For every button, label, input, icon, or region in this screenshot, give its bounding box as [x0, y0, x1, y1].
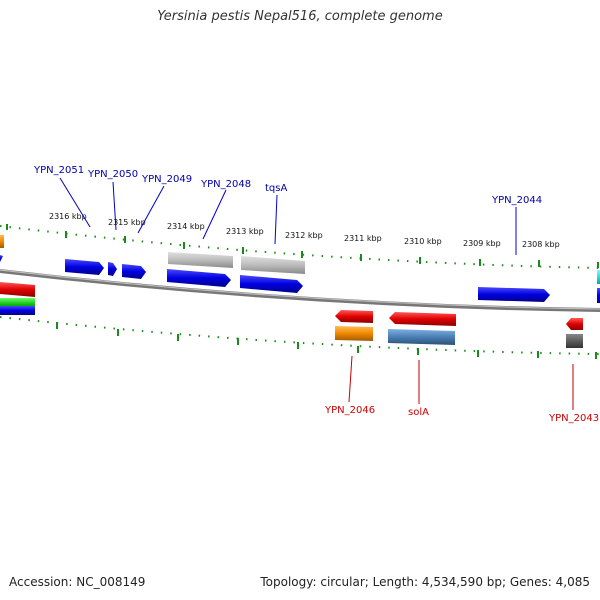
inner-ruler — [0, 316, 600, 359]
gene-arrow[interactable] — [478, 287, 550, 302]
gene-block[interactable] — [0, 235, 4, 248]
gene-arrow[interactable] — [240, 275, 303, 293]
gene-label[interactable]: YPN_2048 — [200, 179, 251, 190]
ruler-label: 2314 kbp — [167, 222, 205, 231]
gene-block[interactable] — [335, 326, 373, 341]
gene-block[interactable] — [388, 329, 455, 345]
gene-arrow[interactable] — [241, 256, 305, 274]
gene-arrow[interactable] — [389, 312, 456, 326]
gene-block[interactable] — [597, 288, 600, 303]
gene-arrow[interactable] — [0, 282, 35, 297]
genome-backbone-highlight — [0, 269, 600, 310]
ruler-label: 2309 kbp — [463, 239, 501, 248]
gene-arrow[interactable] — [566, 318, 583, 330]
ruler-label: 2312 kbp — [285, 231, 323, 240]
gene-block[interactable] — [597, 270, 600, 284]
gene-block[interactable] — [0, 306, 35, 315]
gene-label[interactable]: YPN_2046 — [324, 405, 375, 416]
gene-arrow[interactable] — [0, 255, 3, 262]
gene-block[interactable] — [0, 298, 35, 306]
ruler-label: 2313 kbp — [226, 227, 264, 236]
genome-title: Yersinia pestis Nepal516, complete genom… — [157, 9, 443, 24]
gene-arrow[interactable] — [122, 264, 146, 279]
gene-arrow[interactable] — [335, 310, 373, 323]
ruler-label: 2311 kbp — [344, 234, 382, 243]
gene-label[interactable]: YPN_2050 — [87, 169, 138, 180]
gene-label[interactable]: YPN_2043 — [548, 413, 599, 424]
gene-label[interactable]: YPN_2049 — [141, 174, 192, 185]
accession-label: Accession: NC_008149 — [9, 575, 146, 589]
gene-arrow[interactable] — [65, 259, 104, 275]
gene-arrow[interactable] — [108, 262, 117, 276]
gene-label[interactable]: tqsA — [265, 183, 287, 194]
ruler-label: 2316 kbp — [49, 212, 87, 221]
gene-label[interactable]: YPN_2051 — [33, 165, 84, 176]
genome-backbone — [0, 269, 600, 312]
topology-label: Topology: circular; Length: 4,534,590 bp… — [260, 575, 590, 589]
gene-arrow[interactable] — [168, 252, 233, 268]
ruler-label: 2310 kbp — [404, 237, 442, 246]
gene-label-connectors-bottom — [348, 355, 574, 410]
gene-block[interactable] — [566, 334, 583, 348]
ruler-label: 2315 kbp — [108, 218, 146, 227]
ruler-label: 2308 kbp — [522, 240, 560, 249]
gene-label[interactable]: solA — [408, 407, 429, 418]
gene-label[interactable]: YPN_2044 — [491, 195, 542, 206]
gene-arrow[interactable] — [167, 269, 231, 287]
gene-label-connectors-top — [59, 177, 517, 255]
outer-ruler — [0, 224, 600, 269]
